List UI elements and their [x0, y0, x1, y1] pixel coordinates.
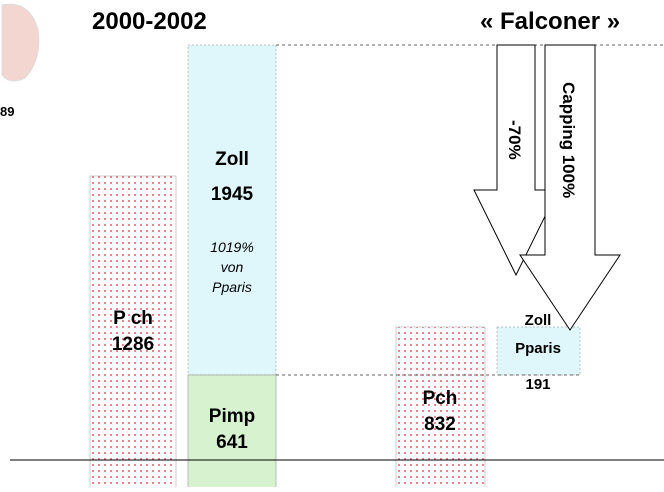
image-caption: 89: [0, 104, 14, 119]
bar-pch-right: [395, 326, 486, 492]
right-title: « Falconer »: [480, 8, 620, 35]
value: 641: [216, 432, 248, 453]
arrow: [519, 44, 621, 331]
label: Zoll: [525, 312, 552, 329]
value: 1286: [112, 334, 154, 355]
note: von: [221, 259, 244, 275]
sublabel: Pparis: [515, 340, 561, 357]
box-zoll-right: [496, 326, 581, 376]
label: Pimp: [209, 406, 255, 427]
bar-pimp: [187, 374, 277, 492]
value: 191: [525, 376, 550, 393]
value: 832: [424, 414, 456, 435]
bar-pch: [89, 175, 177, 492]
arrow-label: -70%: [505, 120, 524, 160]
bar-zoll: [187, 44, 277, 376]
note: Pparis: [212, 279, 252, 295]
label: Pch: [423, 388, 458, 409]
title: 2000-2002: [92, 8, 207, 35]
label: P ch: [113, 308, 153, 329]
label: Zoll: [215, 149, 249, 170]
value: 1945: [211, 184, 254, 205]
note: 1019%: [210, 239, 254, 255]
photo: [1, 3, 40, 82]
arrow: [473, 44, 559, 277]
arrow-label: Capping 100%: [559, 82, 578, 198]
